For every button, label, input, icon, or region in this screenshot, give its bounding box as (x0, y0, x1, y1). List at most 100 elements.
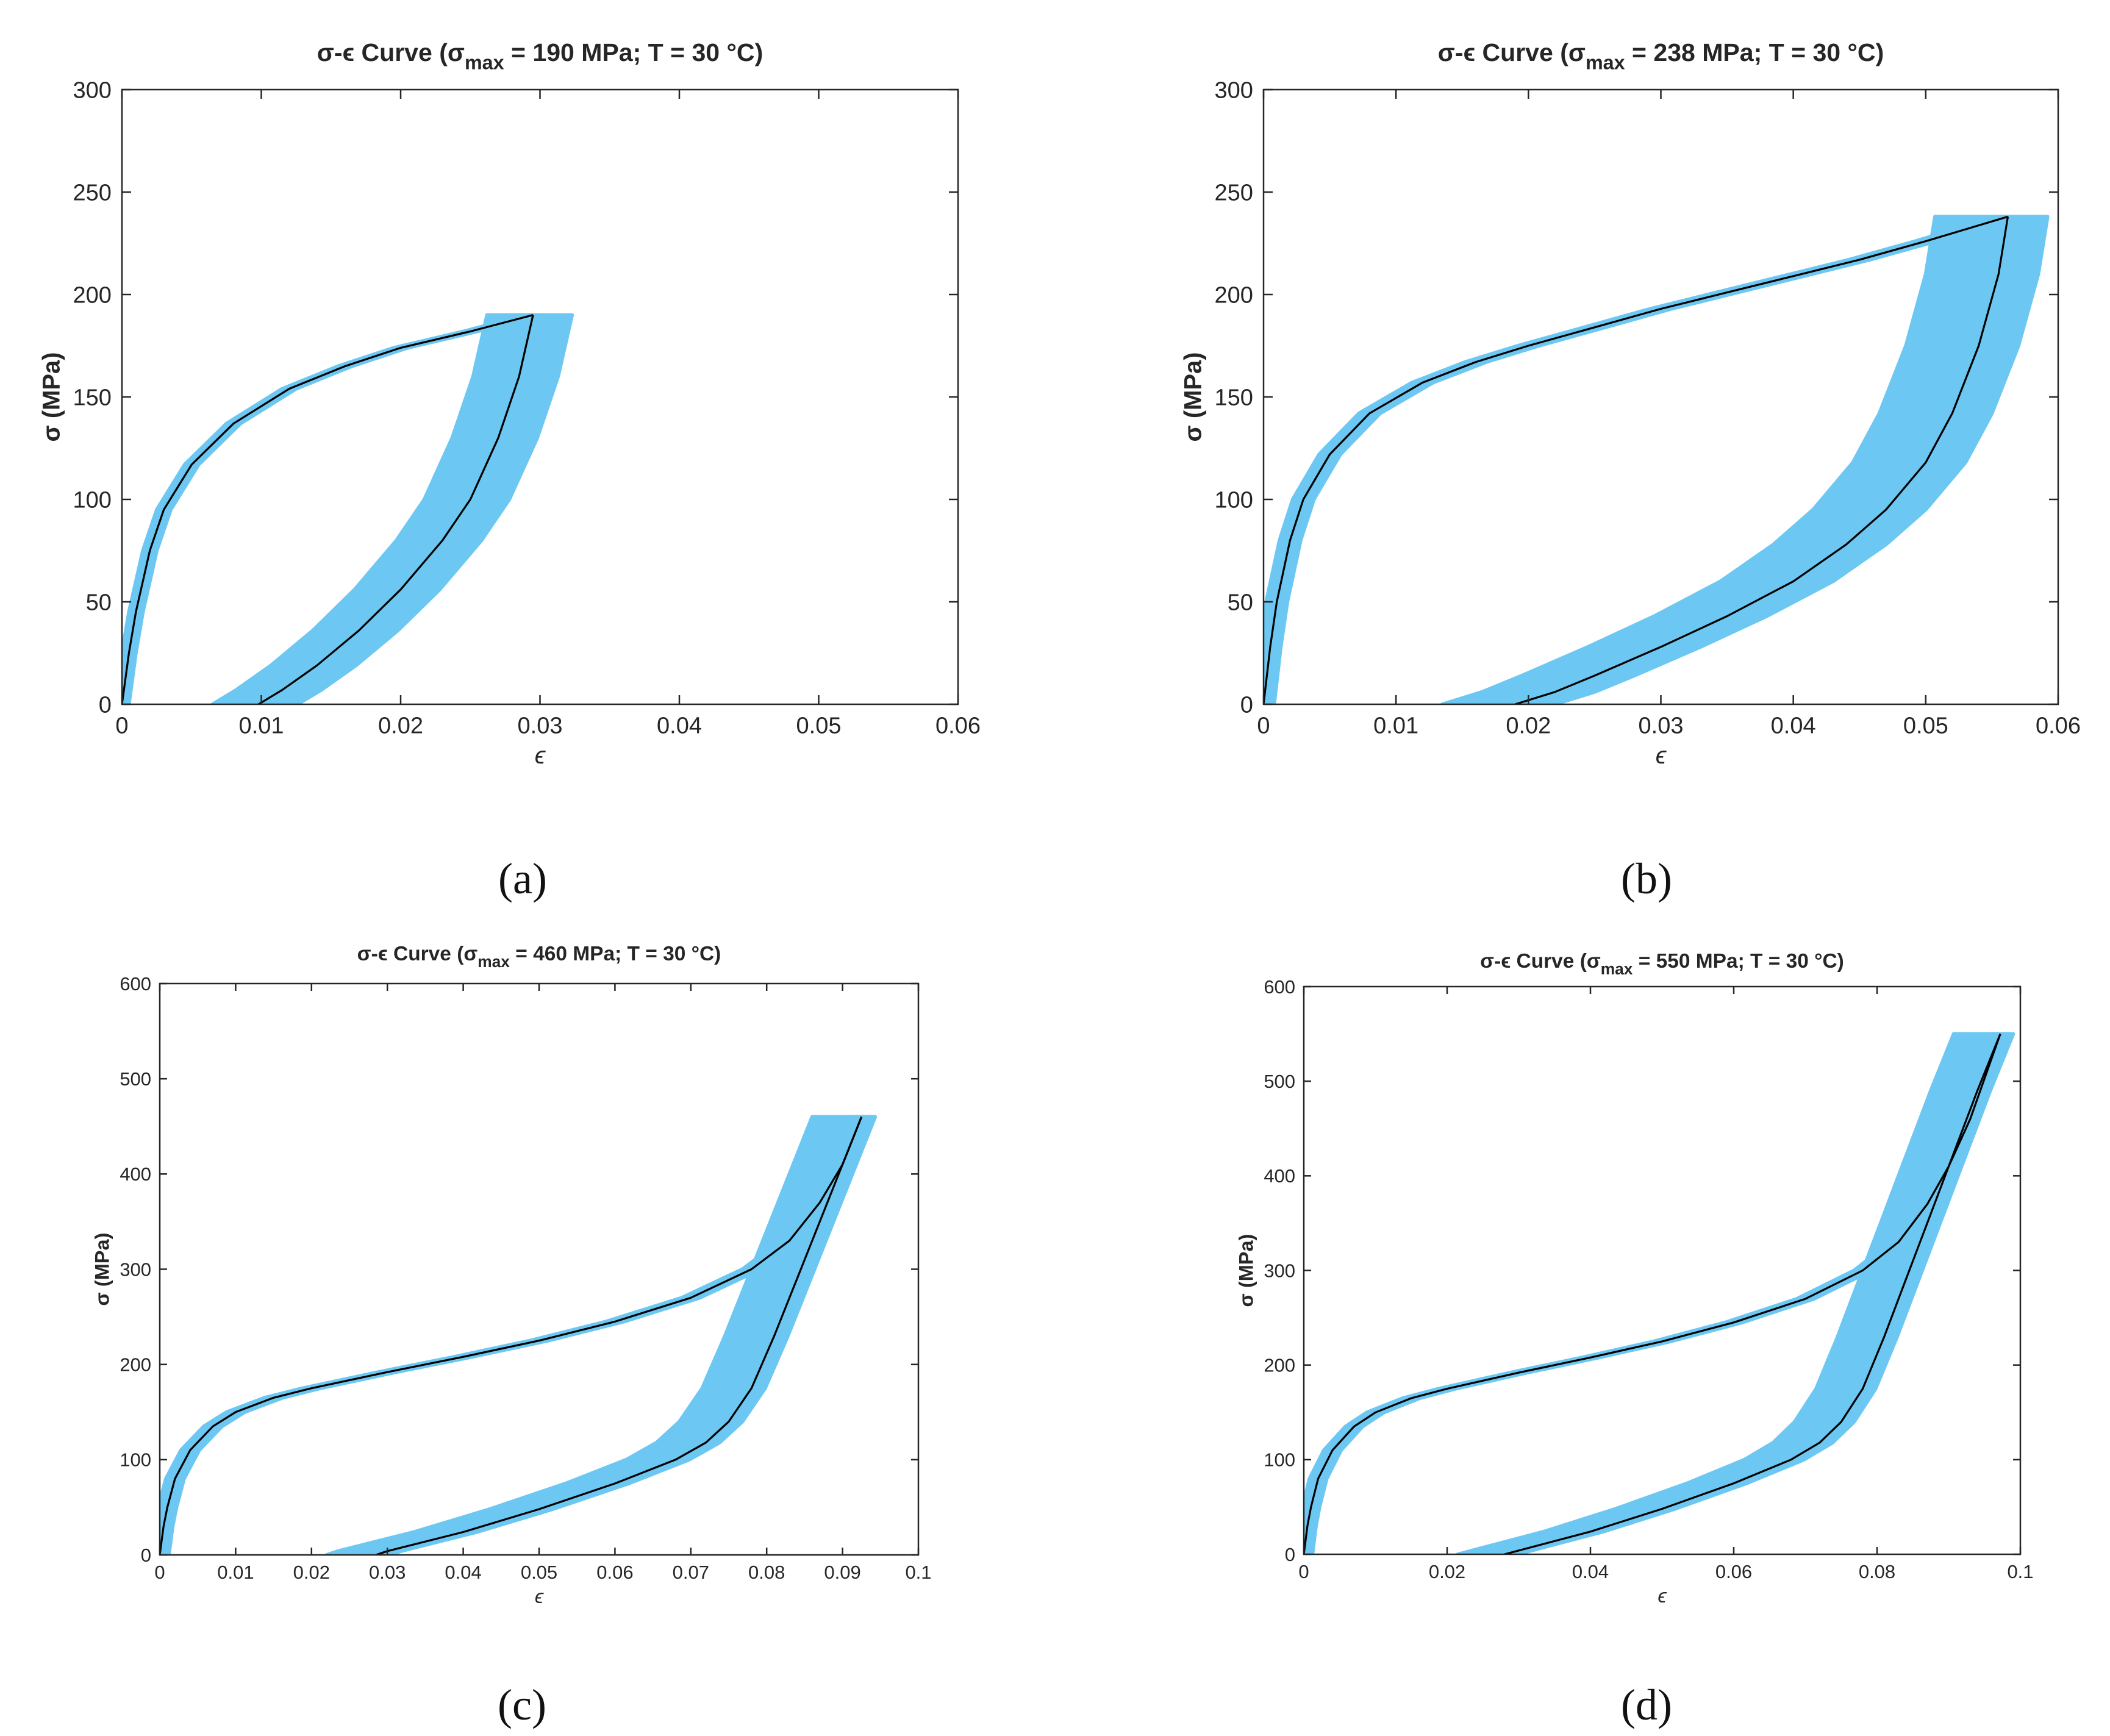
x-tick-label: 0 (1257, 713, 1270, 739)
y-tick-label: 50 (1228, 590, 1253, 615)
y-tick-label: 0 (1240, 692, 1253, 718)
panel-caption: (c) (498, 1681, 546, 1729)
chart-title: σ-ϵ Curve (σmax = 550 MPa; T = 30 °C) (1480, 950, 1844, 978)
x-tick-label: 0.08 (748, 1562, 785, 1583)
chart-title-main: σ-ϵ Curve (σ (357, 943, 478, 965)
x-tick-label: 0.02 (1506, 713, 1551, 739)
chart-title-subscript: max (1586, 51, 1625, 73)
scatter-band-unloading (1456, 1032, 2015, 1554)
x-tick-label: 0.05 (1903, 713, 1948, 739)
y-tick-label: 100 (1214, 487, 1253, 513)
y-tick-label: 200 (73, 282, 111, 308)
y-tick-label: 400 (1264, 1165, 1295, 1187)
x-tick-label: 0.06 (596, 1562, 633, 1583)
mean-curve-loading (1304, 1034, 2001, 1554)
y-tick-label: 600 (120, 973, 151, 995)
chart-title-rest: = 460 MPa; T = 30 °C) (510, 943, 721, 965)
y-tick-label: 400 (120, 1163, 151, 1185)
x-tick-label: 0.09 (824, 1562, 860, 1583)
x-tick-label: 0.01 (239, 713, 284, 739)
chart-title: σ-ϵ Curve (σmax = 190 MPa; T = 30 °C) (317, 38, 763, 73)
plot-content (1264, 215, 2050, 704)
y-tick-label: 300 (73, 77, 111, 103)
chart-title-main: σ-ϵ Curve (σ (1438, 38, 1586, 66)
x-tick-label: 0 (154, 1562, 165, 1583)
y-tick-label: 0 (99, 692, 112, 718)
x-tick-label: 0.02 (293, 1562, 330, 1583)
x-tick-label: 0.01 (1373, 713, 1418, 739)
y-tick-label: 500 (120, 1068, 151, 1090)
x-tick-label: 0.02 (1429, 1561, 1465, 1582)
y-tick-label: 0 (141, 1545, 151, 1566)
y-tick-label: 0 (1285, 1544, 1295, 1565)
y-tick-label: 200 (1214, 282, 1253, 308)
scatter-band-unloading (324, 1115, 878, 1555)
chart-title-rest: = 190 MPa; T = 30 °C) (504, 38, 764, 66)
panel-caption: (b) (1621, 854, 1672, 903)
x-tick-label: 0.08 (1859, 1561, 1895, 1582)
x-axis-label: ϵ (1658, 1585, 1667, 1607)
mean-curve-unloading (1515, 216, 2009, 704)
chart-panel-d: 0 0.02 0.04 0.06 0.08 0.1 0 100 200 300 400 500 600 ϵ… (1235, 950, 2033, 1729)
x-tick-label: 0.03 (1639, 713, 1684, 739)
chart-title-main: σ-ϵ Curve (σ (317, 38, 465, 66)
x-tick-label: 0.04 (1572, 1561, 1609, 1582)
x-axis-label: ϵ (535, 742, 546, 769)
x-tick-label: 0.06 (1715, 1561, 1752, 1582)
x-tick-label: 0.02 (378, 713, 423, 739)
chart-panel-a: 0 0.01 0.02 0.03 0.04 0.05 0.06 0 50 100 150 200 250… (38, 38, 981, 903)
mean-curve-loading (1264, 215, 2008, 704)
x-tick-label: 0.07 (673, 1562, 709, 1583)
x-tick-label: 0.03 (518, 713, 563, 739)
y-axis-label: σ (MPa) (1235, 1234, 1257, 1307)
x-tick-label: 0 (115, 713, 128, 739)
plot-content (160, 1115, 878, 1555)
x-axis-label: ϵ (535, 1585, 544, 1607)
mean-curve-unloading (258, 315, 534, 704)
chart-panel-c: 0 0.01 0.02 0.03 0.04 0.05 0.06 0.07 0.08 0.09 0.1… (91, 943, 931, 1729)
x-tick-label: 0.1 (905, 1562, 931, 1583)
x-tick-label: 0.04 (1771, 713, 1816, 739)
y-axis-label: σ (MPa) (91, 1233, 113, 1306)
y-tick-label: 250 (1214, 180, 1253, 205)
y-tick-label: 300 (1264, 1260, 1295, 1281)
y-tick-label: 200 (1264, 1355, 1295, 1376)
y-tick-label: 300 (120, 1259, 151, 1280)
y-tick-label: 50 (86, 590, 112, 615)
y-tick-label: 600 (1264, 976, 1295, 998)
x-tick-label: 0.03 (369, 1562, 406, 1583)
x-axis-label: ϵ (1656, 742, 1667, 769)
x-tick-label: 0.06 (935, 713, 981, 739)
mean-curve-unloading (1504, 1034, 2001, 1554)
chart-panel-b: 0 0.01 0.02 0.03 0.04 0.05 0.06 0 50 100 150 200 250… (1179, 38, 2081, 903)
y-tick-label: 100 (73, 487, 111, 513)
y-tick-label: 200 (120, 1354, 151, 1376)
plot-content (1304, 1032, 2015, 1554)
chart-title-main: σ-ϵ Curve (σ (1480, 950, 1601, 973)
x-tick-label: 0.04 (657, 713, 702, 739)
y-tick-label: 100 (1264, 1449, 1295, 1471)
x-tick-label: 0.1 (2007, 1561, 2033, 1582)
scatter-band-unloading (210, 313, 574, 704)
y-axis-label: σ (MPa) (1179, 352, 1206, 442)
mean-curve-loading (160, 1116, 863, 1555)
x-tick-label: 0.05 (521, 1562, 557, 1583)
y-tick-label: 100 (120, 1449, 151, 1471)
y-tick-label: 150 (1214, 385, 1253, 410)
x-tick-label: 0.04 (445, 1562, 481, 1583)
plot-content (122, 313, 574, 704)
chart-title: σ-ϵ Curve (σmax = 460 MPa; T = 30 °C) (357, 943, 721, 971)
chart-title-subscript: max (477, 952, 510, 971)
chart-title-subscript: max (465, 51, 504, 73)
mean-curve-unloading (375, 1116, 863, 1555)
y-tick-label: 150 (73, 385, 111, 410)
panel-caption: (d) (1621, 1681, 1672, 1729)
x-tick-label: 0.06 (2036, 713, 2081, 739)
x-tick-label: 0.05 (796, 713, 842, 739)
y-tick-label: 500 (1264, 1071, 1295, 1092)
chart-title-rest: = 238 MPa; T = 30 °C) (1625, 38, 1884, 66)
chart-title: σ-ϵ Curve (σmax = 238 MPa; T = 30 °C) (1438, 38, 1884, 73)
chart-title-rest: = 550 MPa; T = 30 °C) (1633, 950, 1844, 973)
mean-curve-loading (122, 314, 534, 704)
y-tick-label: 300 (1214, 77, 1253, 103)
